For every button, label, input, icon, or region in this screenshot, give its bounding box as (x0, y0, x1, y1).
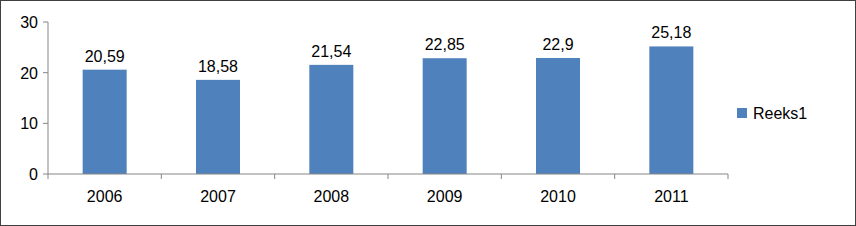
x-tick-label: 2010 (540, 188, 576, 205)
y-axis (48, 22, 49, 174)
y-tick (43, 72, 48, 73)
legend-label: Reeks1 (753, 105, 807, 122)
bar (309, 65, 353, 174)
data-label: 18,58 (198, 58, 238, 75)
x-tick-label: 2007 (200, 188, 236, 205)
chart-frame (1, 1, 856, 226)
data-label: 22,9 (542, 36, 573, 53)
y-tick (43, 123, 48, 124)
y-tick (43, 174, 48, 175)
y-tick (43, 22, 48, 23)
data-label: 22,85 (425, 36, 465, 53)
x-tick-label: 2006 (87, 188, 123, 205)
y-tick-label: 0 (29, 166, 38, 183)
bar (83, 70, 127, 174)
bars (83, 46, 694, 174)
data-label: 25,18 (651, 24, 691, 41)
legend-swatch (737, 108, 747, 118)
x-tick (48, 174, 49, 179)
x-tick (274, 174, 275, 179)
y-tick-label: 20 (20, 65, 38, 82)
chart: 0 10 20 30 2006 2007 2008 2009 2010 2011 20,59 18,5… (0, 0, 856, 226)
data-label: 20,59 (85, 48, 125, 65)
bar (423, 58, 467, 174)
data-label: 21,54 (311, 43, 351, 60)
x-tick (728, 174, 729, 179)
x-tick (161, 174, 162, 179)
y-tick-label: 10 (20, 115, 38, 132)
bar (649, 46, 693, 174)
bar (196, 80, 240, 174)
x-tick-label: 2011 (654, 188, 689, 205)
x-tick (388, 174, 389, 179)
y-tick-label: 30 (20, 14, 38, 31)
x-tick (614, 174, 615, 179)
bar (536, 58, 580, 174)
x-tick-label: 2008 (314, 188, 350, 205)
x-tick (501, 174, 502, 179)
x-tick-label: 2009 (427, 188, 463, 205)
